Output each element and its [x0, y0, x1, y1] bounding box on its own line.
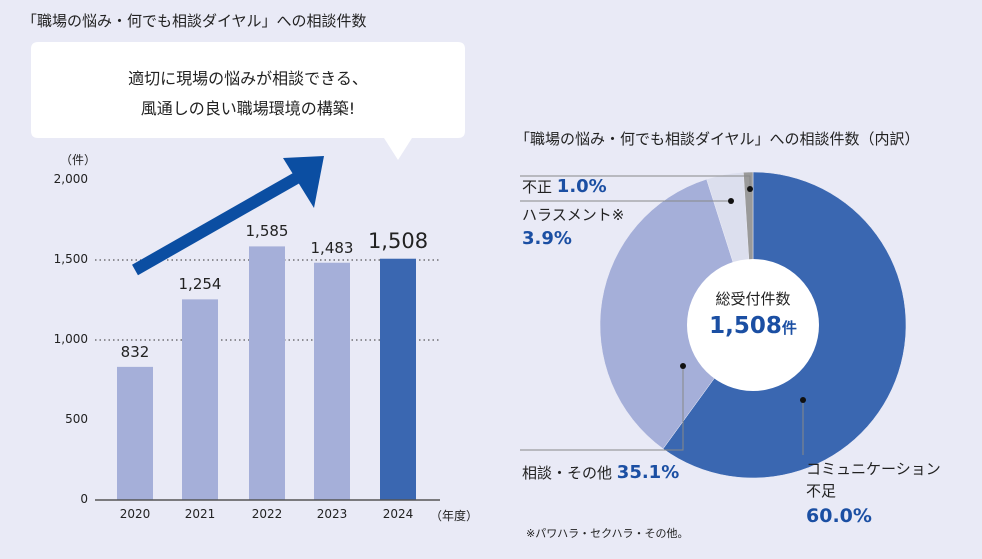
- other-value: 35.1%: [616, 462, 680, 483]
- x-tick-2024: 2024: [382, 507, 414, 521]
- callout-line-2: 風通しの良い職場環境の構築!: [140, 99, 356, 118]
- donut-center: [687, 259, 819, 391]
- bar-2021: [182, 299, 218, 500]
- center-label: 総受付件数: [715, 290, 791, 308]
- center-unit: 件: [781, 319, 797, 337]
- fraud-value: 1.0%: [556, 176, 607, 197]
- growth-arrow-icon: [132, 156, 324, 276]
- other-name: 相談・その他: [522, 464, 613, 482]
- bar-2024: [380, 258, 416, 500]
- bar-2020: [117, 366, 153, 500]
- x-tick-2022: 2022: [251, 507, 283, 521]
- value-label-2024: 1,508: [367, 228, 429, 253]
- label-other: 相談・その他 35.1%: [522, 462, 679, 483]
- value-label-2022: 1,585: [245, 222, 289, 241]
- x-tick-2020: 2020: [119, 507, 151, 521]
- fraud-name: 不正: [522, 178, 553, 196]
- value-label-2023: 1,483: [310, 238, 354, 257]
- x-axis-unit: （年度）: [430, 509, 479, 523]
- y-tick-0: 0: [80, 492, 88, 506]
- communication-name-2: 不足: [806, 482, 837, 500]
- value-label-2020: 832: [120, 342, 150, 361]
- leader-lines: [520, 175, 804, 455]
- label-communication: コミュニケーション 不足 60.0%: [806, 458, 941, 527]
- x-tick-2023: 2023: [316, 507, 348, 521]
- center-value: 1,508件: [688, 313, 818, 339]
- callout-bubble: [31, 42, 465, 160]
- y-tick-2000: 2,000: [53, 172, 88, 186]
- slice-1: [599, 178, 754, 450]
- harassment-value: 3.9%: [522, 228, 572, 249]
- bar-chart-title: 「職場の悩み・何でも相談ダイヤル」への相談件数: [22, 12, 367, 30]
- center-count: 1,508: [709, 313, 782, 339]
- harassment-name: ハラスメント※: [522, 206, 625, 224]
- donut-title: 「職場の悩み・何でも相談ダイヤル」への相談件数（内訳）: [515, 130, 920, 148]
- communication-value: 60.0%: [806, 505, 872, 527]
- bar-2022: [249, 246, 285, 500]
- communication-name-1: コミュニケーション: [806, 460, 941, 478]
- x-tick-2021: 2021: [184, 507, 216, 521]
- callout-line-1: 適切に現場の悩みが相談できる、: [128, 69, 368, 88]
- callout-text: 適切に現場の悩みが相談できる、 風通しの良い職場環境の構築!: [0, 64, 496, 124]
- label-fraud: 不正 1.0%: [522, 176, 607, 197]
- value-label-2021: 1,254: [178, 275, 222, 294]
- leader-dots: [680, 186, 806, 403]
- y-axis-unit: （件）: [60, 153, 97, 167]
- footnote: ※パワハラ・セクハラ・その他。: [526, 527, 689, 540]
- y-tick-500: 500: [65, 412, 88, 426]
- bar-2023: [314, 262, 350, 500]
- y-tick-1000: 1,000: [53, 332, 88, 346]
- y-tick-1500: 1,500: [53, 252, 88, 266]
